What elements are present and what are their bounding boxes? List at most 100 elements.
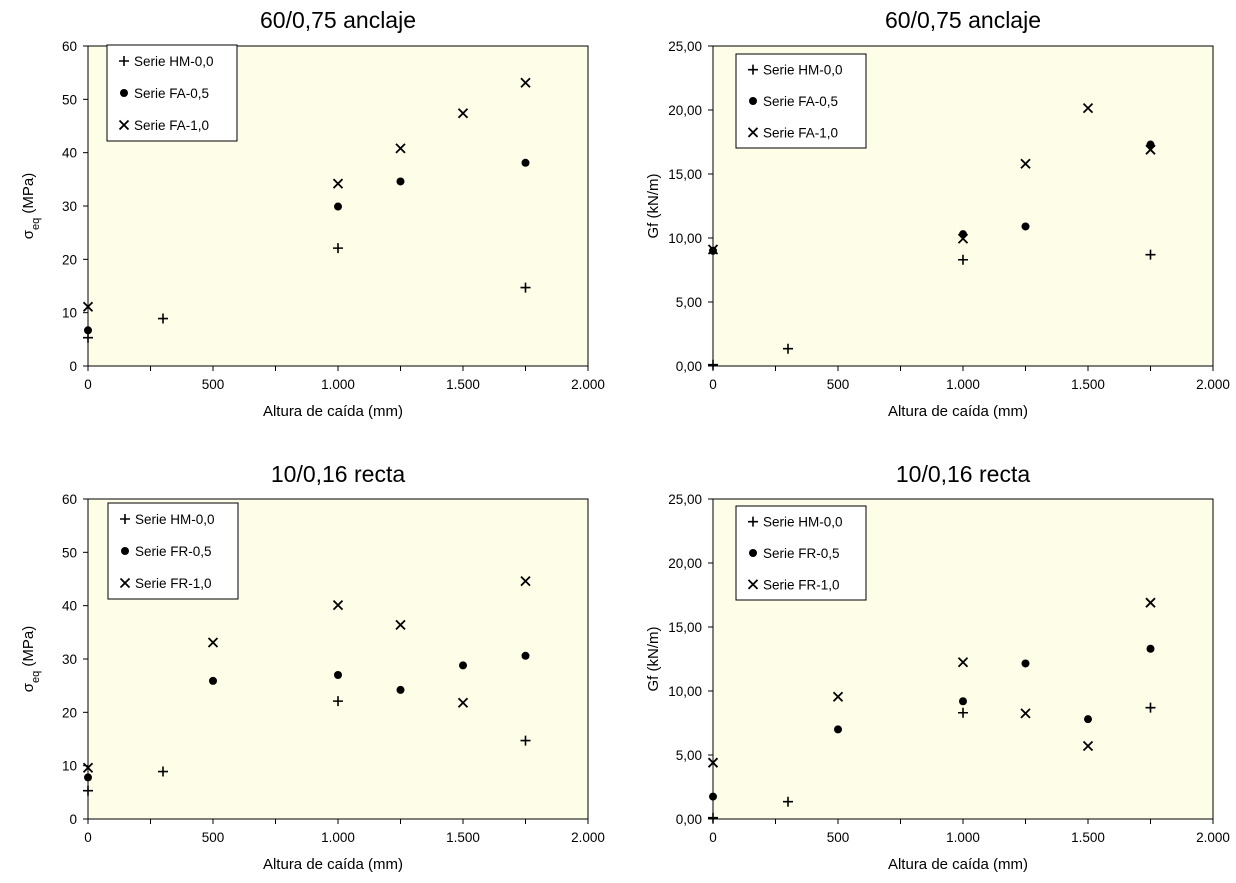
y-tick-label: 30	[62, 652, 77, 667]
series-serie-fa-0-5	[84, 158, 530, 335]
legend-marker-plus	[748, 516, 758, 527]
data-point-serie-hm-0-0-1	[783, 343, 793, 354]
data-point-serie-fr-1-0-0	[707, 757, 719, 768]
data-point-serie-hm-0-0-1	[158, 766, 168, 777]
y-tick-label: 5,00	[676, 748, 702, 763]
legend-label: Serie HM-0,0	[134, 54, 214, 69]
y-tick-label: 10,00	[668, 231, 702, 246]
x-tick-label: 1.000	[321, 377, 355, 392]
series-serie-hm-0-0	[83, 696, 531, 796]
x-tick-label: 0	[709, 377, 717, 392]
legend-marker-plus	[748, 64, 758, 75]
data-point-serie-fr-1-0-1	[207, 637, 219, 648]
data-point-serie-fa-0-5-1	[334, 202, 342, 211]
chart-panel-2: 60/0,75 anclaje 0,00 5,00 10,00 15,00 20,00 25…	[645, 7, 1230, 420]
series-serie-hm-0-0	[708, 702, 1156, 823]
data-point-serie-hm-0-0-3	[1145, 249, 1156, 260]
chart-title: 60/0,75 anclaje	[260, 7, 416, 33]
data-point-serie-fr-0-5-1	[209, 676, 217, 685]
data-point-serie-fa-1-0-0	[82, 301, 94, 312]
x-tick-label: 2.000	[571, 377, 605, 392]
y-tick-label: 0,00	[676, 812, 702, 827]
x-tick-label: 500	[202, 830, 225, 845]
legend-label: Serie FR-1,0	[763, 577, 840, 592]
data-point-serie-fr-1-0-5	[1145, 597, 1156, 608]
x-axis-label: Altura de caída (mm)	[263, 403, 403, 420]
data-point-serie-fa-0-5-0	[84, 326, 92, 335]
legend-label: Serie FA-0,5	[763, 94, 838, 109]
data-point-serie-hm-0-0-2	[958, 707, 968, 718]
data-point-serie-fr-1-0-2	[957, 657, 969, 668]
x-tick-label: 1.500	[446, 830, 480, 845]
y-tick-label: 0	[69, 359, 77, 374]
data-point-serie-fa-1-0-3	[1082, 102, 1094, 114]
x-tick-label: 0	[84, 830, 92, 845]
legend-label: Serie HM-0,0	[135, 512, 215, 527]
x-axis-label: Altura de caída (mm)	[263, 856, 403, 873]
y-tick-label: 20	[62, 705, 77, 720]
y-tick-label: 25,00	[668, 39, 702, 54]
y-tick-label: 40	[62, 599, 77, 614]
data-point-serie-fr-0-5-4	[459, 661, 467, 670]
chart-title: 60/0,75 anclaje	[885, 7, 1041, 33]
data-point-serie-fr-0-5-2	[334, 671, 342, 679]
chart-panel-3: 10/0,16 recta 0 10 20 30 40 50 60 0 500 1.000 1.500…	[20, 461, 605, 873]
y-tick-label: 25,00	[668, 492, 702, 507]
legend: Serie HM-0,0 Serie FA-0,5 Serie FA-1,0	[106, 44, 238, 142]
legend-marker-circle	[120, 89, 128, 97]
legend-label: Serie FR-1,0	[135, 576, 212, 591]
y-tick-label: 20,00	[668, 556, 702, 571]
legend-label: Serie FR-0,5	[135, 544, 212, 559]
y-tick-label: 15,00	[668, 620, 702, 635]
legend-marker-cross	[747, 579, 759, 590]
series-serie-fr-1-0	[82, 575, 531, 773]
data-point-serie-fa-0-5-2	[396, 177, 405, 186]
x-tick-label: 1.500	[1071, 377, 1105, 392]
chart-title: 10/0,16 recta	[896, 461, 1030, 487]
x-tick-label: 0	[709, 830, 717, 845]
x-tick-label: 1.500	[446, 377, 480, 392]
legend-marker-circle	[749, 97, 757, 105]
series-serie-fr-0-5	[84, 651, 530, 782]
x-axis-label: Altura de caída (mm)	[888, 403, 1028, 420]
legend-marker-circle	[121, 547, 129, 555]
y-tick-label: 10	[62, 306, 77, 321]
y-tick-label: 50	[62, 92, 77, 107]
chart-title: 10/0,16 recta	[271, 461, 405, 487]
x-tick-label: 1.000	[946, 830, 980, 845]
x-tick-label: 1.000	[321, 830, 355, 845]
y-axis-label: Gf (kN/m)	[645, 174, 662, 239]
y-axis-label: Gf (kN/m)	[645, 627, 662, 692]
x-tick-label: 0	[84, 377, 92, 392]
series-serie-fr-0-5	[709, 644, 1155, 801]
legend-label: Serie HM-0,0	[763, 63, 843, 78]
series-serie-fa-1-0	[82, 77, 531, 312]
legend-marker-cross	[747, 127, 759, 138]
y-tick-label: 40	[62, 146, 77, 161]
data-point-serie-fa-1-0-0	[707, 244, 719, 255]
data-point-serie-fr-1-0-1	[832, 691, 844, 702]
data-point-serie-hm-0-0-2	[333, 696, 343, 707]
chart-panel-4: 10/0,16 recta 0,00 5,00 10,00 15,00 20,00 25,0…	[645, 461, 1230, 873]
data-point-serie-fr-0-5-3	[396, 685, 405, 694]
y-tick-label: 0,00	[676, 359, 702, 374]
y-tick-label: 60	[62, 39, 77, 54]
data-point-serie-hm-0-0-3	[520, 282, 531, 293]
y-tick-label: 0	[69, 812, 77, 827]
legend-label: Serie FA-1,0	[763, 125, 838, 140]
x-tick-label: 500	[202, 377, 225, 392]
y-tick-label: 60	[62, 492, 77, 507]
data-point-serie-fa-1-0-1	[332, 178, 344, 189]
data-point-serie-hm-0-0-1	[783, 796, 793, 807]
series-serie-hm-0-0	[83, 243, 531, 343]
y-tick-label: 10	[62, 759, 77, 774]
legend-marker-circle	[749, 549, 757, 557]
data-point-serie-fr-0-5-4	[1084, 715, 1092, 724]
x-tick-label: 500	[827, 830, 850, 845]
data-point-serie-fa-0-5-0	[709, 246, 717, 255]
data-point-serie-fr-1-0-0	[82, 762, 94, 773]
data-point-serie-fr-1-0-4	[1082, 740, 1094, 752]
y-axis-label: σeq (MPa)	[20, 173, 42, 240]
data-point-serie-fr-0-5-0	[709, 792, 717, 801]
